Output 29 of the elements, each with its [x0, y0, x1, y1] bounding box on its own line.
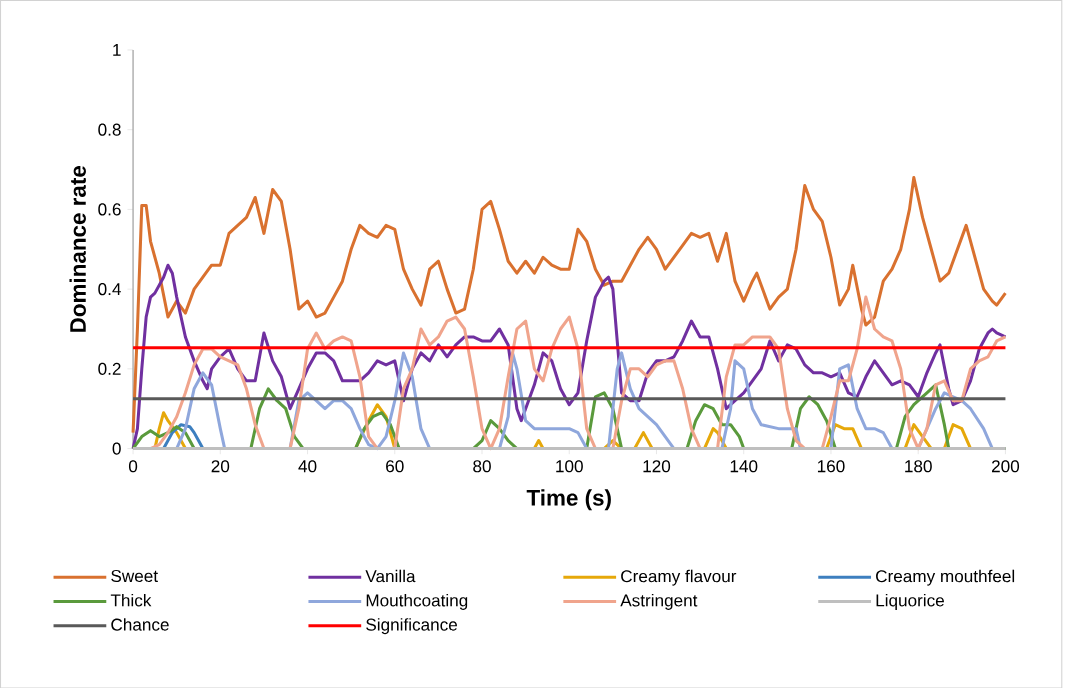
y-tick-label: 0.6: [98, 203, 121, 216]
x-tick-label: 180: [905, 459, 932, 473]
y-tick-label: 0.4: [98, 282, 121, 295]
legend-label: Creamy mouthfeel: [876, 569, 1015, 586]
legend-label: Chance: [111, 617, 169, 631]
x-tick-label: 160: [817, 459, 845, 473]
x-tick-label: 200: [992, 459, 1020, 473]
x-tick-label: 60: [386, 459, 404, 473]
legend-label: Vanilla: [365, 569, 416, 583]
y-tick-label: 0.2: [98, 362, 121, 375]
y-axis-title: Dominance rate: [69, 165, 86, 332]
x-tick-label: 20: [211, 459, 230, 473]
x-tick-label: 140: [730, 459, 758, 473]
y-tick-label: 0.8: [98, 123, 121, 136]
legend-label: Sweet: [111, 569, 158, 582]
legend-label: Creamy flavour: [621, 569, 737, 586]
x-tick-label: 0: [128, 459, 138, 473]
x-tick-label: 100: [556, 459, 583, 473]
x-tick-label: 40: [298, 459, 317, 473]
x-tick-label: 120: [643, 459, 671, 473]
legend-label: Thick: [110, 593, 152, 607]
x-axis-title: Time (s): [526, 489, 611, 510]
legend-label: Significance: [366, 617, 458, 634]
x-tick-label: 80: [473, 459, 491, 473]
legend-label: Mouthcoating: [366, 593, 468, 610]
y-tick-label: 1: [113, 43, 121, 56]
legend-label: Liquorice: [876, 593, 944, 610]
y-tick-label: 0: [112, 442, 121, 455]
legend-label: Astringent: [620, 593, 698, 610]
